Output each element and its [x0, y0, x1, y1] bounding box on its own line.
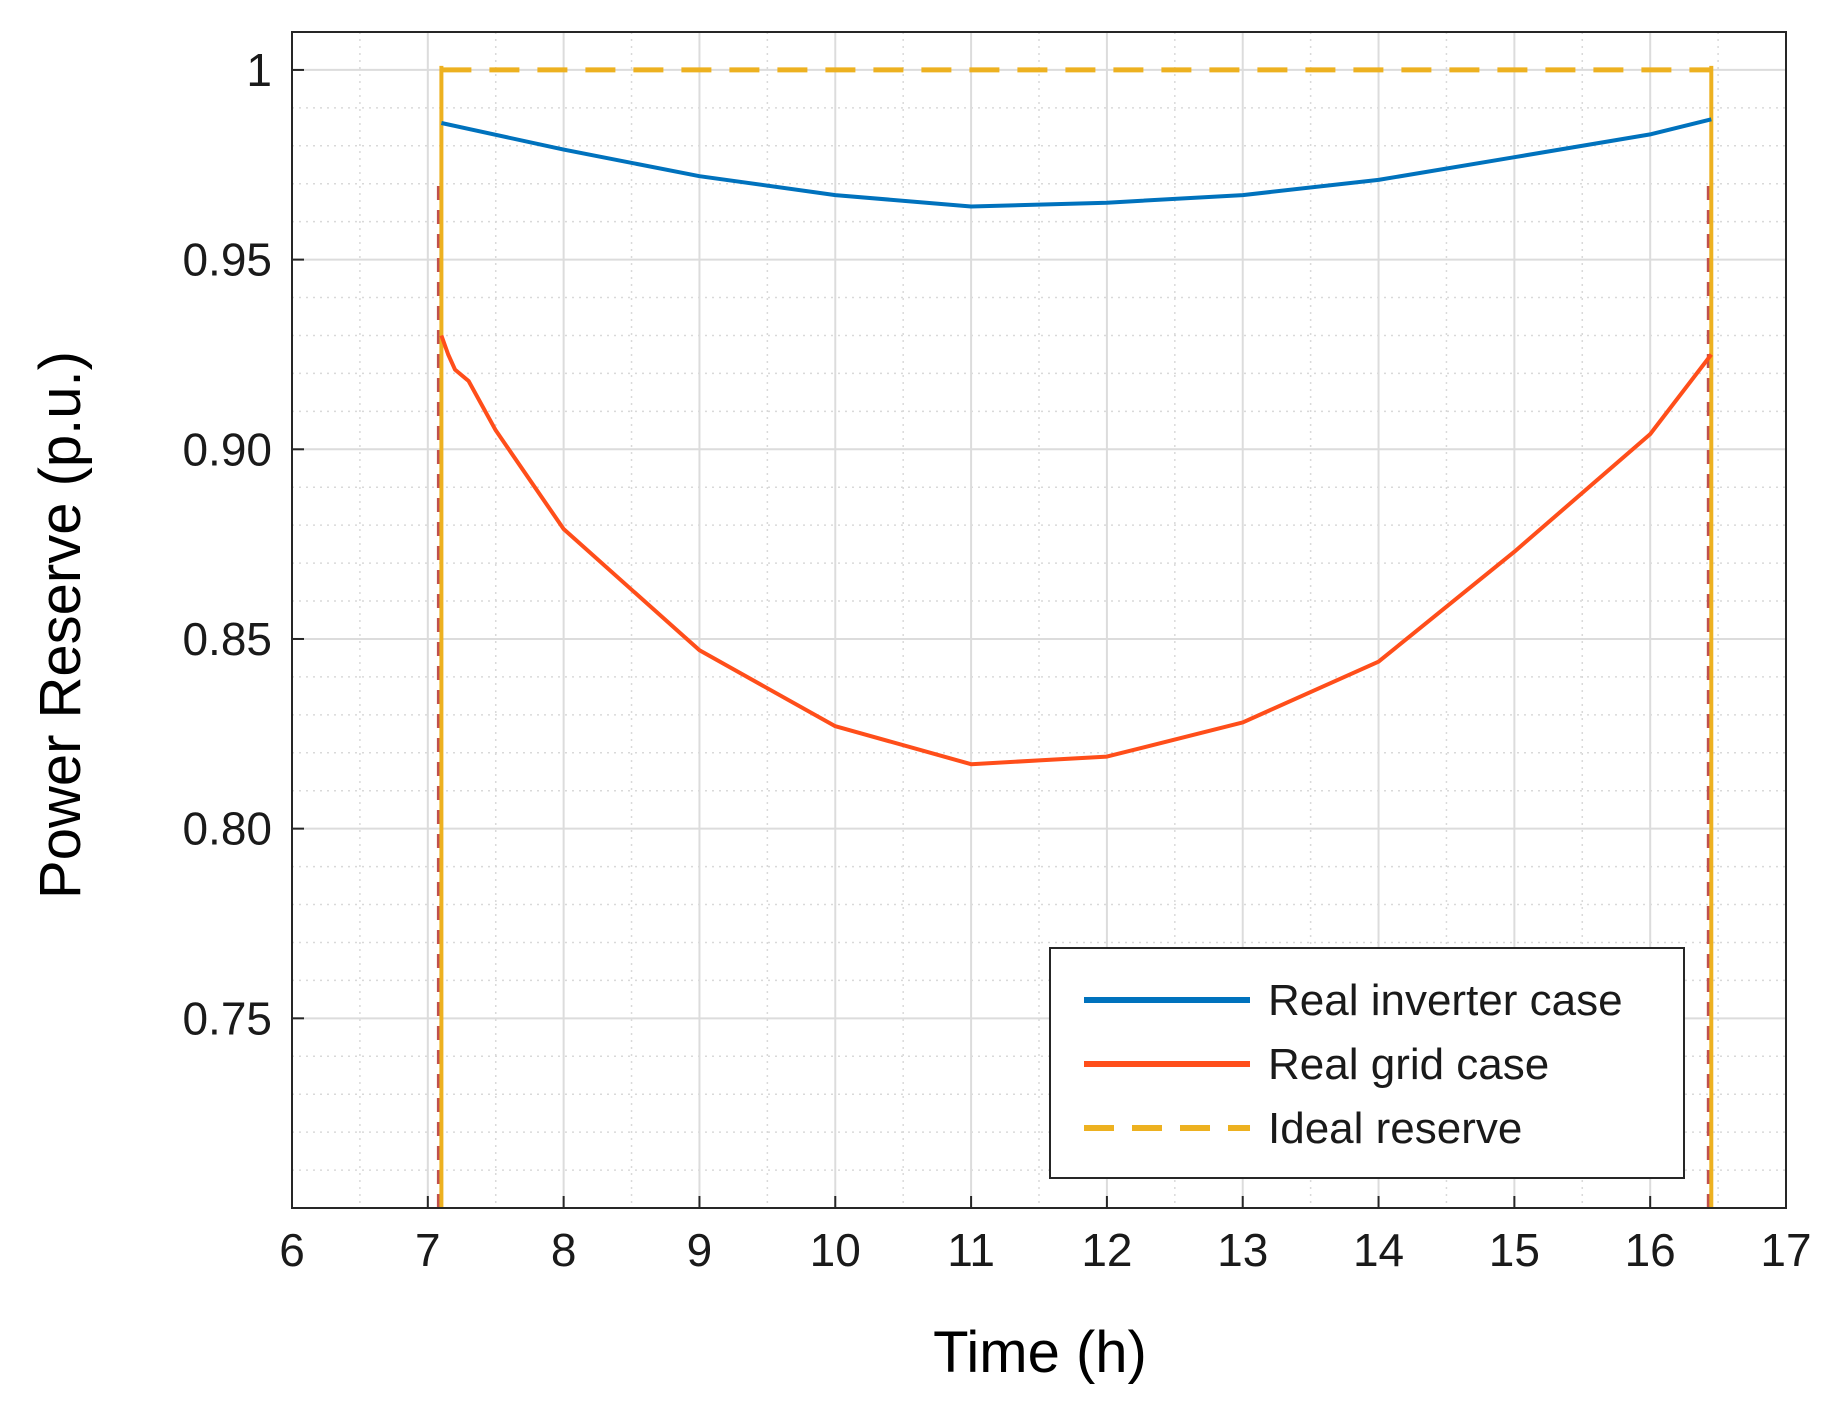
y-tick-label: 1 — [246, 44, 272, 96]
x-tick-label: 11 — [947, 1224, 995, 1276]
x-tick-label: 12 — [1081, 1224, 1132, 1276]
x-tick-label: 9 — [687, 1224, 713, 1276]
x-tick-label: 6 — [279, 1224, 305, 1276]
plot-area-frame — [291, 31, 1787, 1209]
y-tick-label: 0.80 — [182, 803, 272, 855]
axis-ticks — [291, 68, 1787, 1208]
x-tick-label: 10 — [810, 1224, 861, 1276]
x-tick-labels: 6 7 8 9 10 11 12 13 14 15 16 17 — [279, 1224, 1811, 1276]
x-tick-label: 17 — [1760, 1224, 1811, 1276]
x-tick-label: 8 — [551, 1224, 577, 1276]
legend: Real inverter case Real grid case Ideal re… — [1049, 947, 1685, 1179]
x-tick-label: 7 — [415, 1224, 441, 1276]
y-axis-label: Power Reserve (p.u.) — [28, 351, 93, 899]
x-tick-label: 16 — [1625, 1224, 1676, 1276]
series-line-1 — [439, 334, 1713, 767]
legend-label-1: Real grid case — [1268, 1040, 1549, 1089]
series-line-0 — [440, 117, 1712, 209]
series-lines — [439, 67, 1713, 767]
x-axis-label: Time (h) — [933, 1320, 1147, 1385]
x-tick-label: 14 — [1353, 1224, 1404, 1276]
y-tick-label: 0.75 — [182, 992, 272, 1044]
legend-label-2: Ideal reserve — [1268, 1104, 1522, 1153]
x-tick-label: 15 — [1489, 1224, 1540, 1276]
legend-label-0: Real inverter case — [1268, 976, 1623, 1025]
x-tick-label: 13 — [1217, 1224, 1268, 1276]
y-tick-label: 0.95 — [182, 234, 272, 286]
y-tick-label: 0.85 — [182, 613, 272, 665]
y-tick-label: 0.90 — [182, 423, 272, 475]
y-tick-labels: 0.75 0.80 0.85 0.90 0.95 1 — [182, 44, 272, 1044]
vertical-markers — [436, 65, 1714, 1208]
